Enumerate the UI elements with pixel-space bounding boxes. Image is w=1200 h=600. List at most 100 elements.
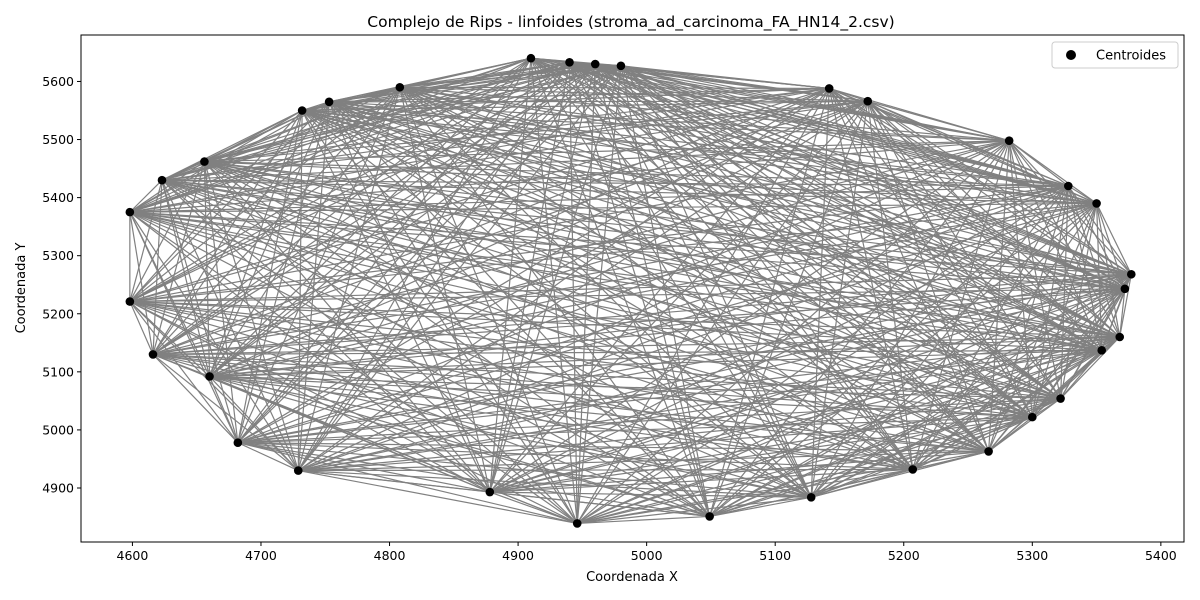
centroid-point: [1120, 284, 1130, 294]
rips-edge: [161, 179, 578, 524]
rips-edge: [129, 211, 1102, 351]
rips-edge: [328, 101, 914, 470]
rips-edge: [209, 273, 1132, 378]
rips-edge: [328, 101, 812, 498]
rips-edge: [129, 110, 303, 302]
rips-edge: [129, 300, 1120, 338]
rips-edge: [129, 212, 154, 355]
x-tick-label: 5400: [1145, 548, 1177, 563]
centroid-point: [1056, 394, 1065, 403]
y-axis: 4900 5000 5100 5200 5300 5400 5500 5600: [42, 74, 81, 495]
rips-edge: [298, 273, 1132, 472]
rips-edge: [620, 65, 1033, 418]
rips-edge: [399, 86, 1132, 275]
legend-label: Centroides: [1096, 49, 1166, 64]
centroid-point: [485, 487, 495, 497]
rips-edge: [161, 179, 1132, 275]
rips-edge: [988, 416, 1033, 452]
rips-edge: [620, 65, 990, 452]
centroid-point: [565, 57, 574, 67]
rips-edge: [1008, 140, 1097, 204]
rips-edge: [129, 301, 578, 524]
rips-edge: [209, 375, 1061, 400]
rips-edge: [129, 161, 205, 213]
rips-edge: [328, 101, 989, 452]
rips-edge: [209, 101, 330, 377]
rips-edge: [152, 353, 812, 498]
rips-edge: [129, 211, 211, 377]
rips-edge: [298, 336, 1120, 472]
rips-edge: [577, 515, 710, 525]
rips-edge: [399, 86, 1061, 400]
rips-edge: [328, 101, 578, 524]
rips-edge: [301, 109, 1120, 338]
rips-edge: [301, 110, 578, 524]
rips-edge: [298, 468, 913, 472]
rips-edge: [237, 397, 1061, 444]
rips-edge: [595, 63, 1132, 275]
rips-edge: [208, 110, 303, 377]
rips-edge: [152, 353, 1061, 400]
rips-edge: [620, 65, 868, 102]
legend-marker: [1066, 50, 1076, 60]
y-tick-label: 5200: [42, 306, 74, 321]
rips-edge: [204, 161, 1097, 205]
rips-edge: [204, 101, 330, 163]
legend-box: [1051, 41, 1179, 69]
rips-edge: [489, 62, 571, 493]
centroid-point: [125, 297, 135, 306]
rips-edge: [152, 110, 303, 355]
rips-edge: [129, 273, 1132, 303]
rips-edge: [209, 375, 491, 493]
rips-edge: [301, 109, 914, 470]
centroid-point: [590, 59, 600, 69]
rips-edge: [203, 161, 211, 377]
rips-edge: [129, 211, 1120, 338]
rips-edge: [301, 110, 711, 517]
rips-edge: [530, 58, 711, 517]
rips-edge: [298, 469, 812, 498]
rips-edge: [204, 86, 401, 163]
rips-edge: [152, 161, 205, 355]
rips-edge: [489, 100, 869, 493]
rips-edge: [577, 450, 989, 525]
rips-edge: [867, 100, 1010, 142]
centroid-point: [125, 207, 135, 217]
rips-edge: [489, 416, 1033, 493]
rips-edge: [1031, 203, 1098, 418]
rips-edge: [237, 442, 299, 472]
rips-edge: [237, 87, 401, 443]
centroid-point: [806, 492, 816, 502]
rips-edge: [152, 86, 401, 355]
y-tick-label: 5000: [42, 422, 74, 437]
x-tick-label: 4700: [245, 548, 277, 563]
rips-edge: [129, 301, 154, 355]
rips-edge: [620, 65, 830, 90]
rips-edge: [301, 109, 1125, 290]
rips-edge: [129, 301, 210, 377]
rips-edge: [1060, 349, 1103, 399]
rips-edge: [152, 185, 1069, 356]
rips-edge: [204, 109, 303, 163]
centroid-point: [293, 466, 303, 475]
centroid-point: [233, 438, 243, 447]
rips-edge: [399, 86, 914, 470]
rips-edge: [1119, 274, 1132, 338]
centroid-point: [1126, 269, 1136, 279]
rips-edge: [709, 496, 812, 518]
rips-edge: [129, 211, 578, 524]
rips-edge: [297, 110, 303, 471]
rips-edge: [329, 101, 1010, 142]
rips-edge: [204, 63, 596, 163]
rips-edge: [301, 110, 491, 493]
rips-edge: [237, 101, 330, 443]
rips-edge: [1060, 336, 1121, 399]
rips-edge: [209, 375, 578, 524]
rips-edge: [152, 353, 913, 470]
rips-edge: [152, 336, 1120, 356]
rips-edge: [129, 86, 401, 303]
rips-edge: [204, 161, 710, 517]
rips-edge: [399, 86, 1102, 351]
centroid-point: [863, 96, 873, 106]
rips-edge: [237, 442, 913, 471]
